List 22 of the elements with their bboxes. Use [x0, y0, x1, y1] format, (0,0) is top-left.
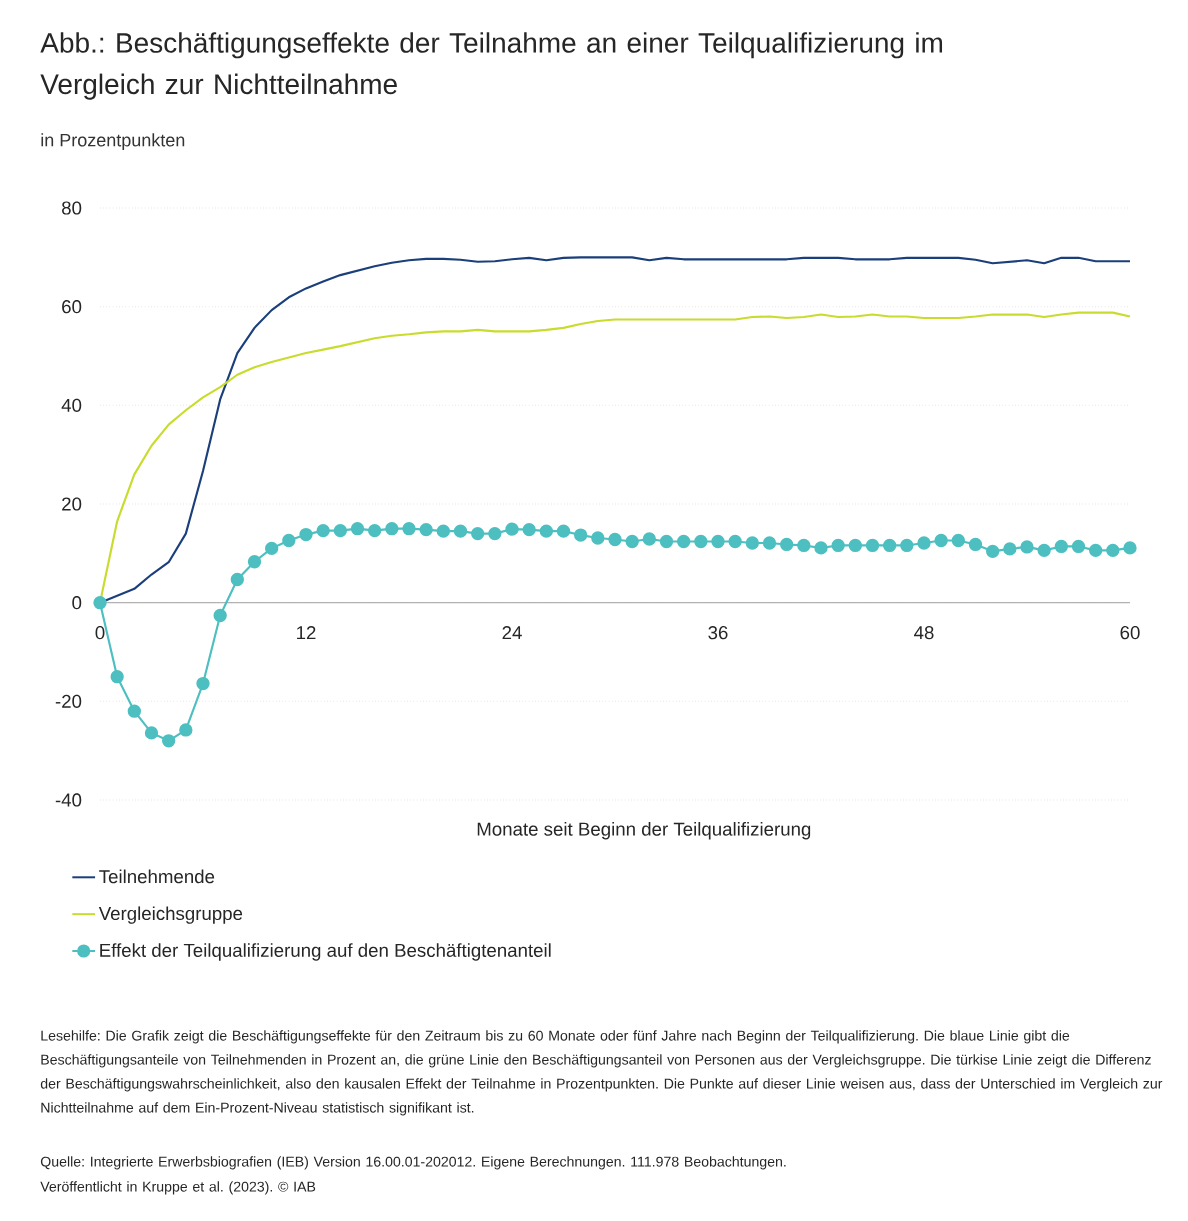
x-tick-label: 48 — [914, 626, 934, 640]
x-tick-label: 12 — [297, 626, 316, 640]
y-tick-label: -20 — [55, 694, 82, 708]
x-axis-title: Monate seit Beginn der Teilqualifizierung — [477, 822, 811, 840]
x-tick-label: 60 — [1120, 626, 1140, 640]
y-tick-label: 60 — [62, 300, 82, 314]
legend-label: Effekt der Teilqualifizierung auf den Beschäftigtenanteil — [100, 943, 551, 961]
text: Lesehilfe: Die Grafik zeigt die Beschäftigungseffekte für den Zeitraum bis zu 60 Monate oder fünf Jahre nach Beginn der Teilqualifizierung. Die blaue Linie gibt die Beschäftigungsanteile von Teilnehmenden in Prozent an, die grüne Linie den Beschäftigungsanteil von Personen aus der Vergleichsgruppe. Die türkise Linie zeigt die Differenz der Beschäftigungswahrscheinlichkeit, also den kausalen Effekt der Teilnahme in Prozentpunkten. Die Punkte auf dieser Linie weisen aus, dass der Unterschied im Vergleich zur Nichtteilnahme auf dem Ein-Prozent-Niveau statistisch signifikant ist. — [40, 1030, 1163, 1116]
legend-label: Vergleichsgruppe — [98, 906, 243, 924]
legend-label: Teilnehmende — [99, 869, 215, 884]
chart-title: Abb.: Beschäftigungseffekte der Teilnahme an einer Teilqualifizierung im Vergleich zur Nichtteilnahme — [40, 32, 943, 100]
chart-subtitle: in Prozentpunkten — [41, 133, 185, 151]
y-tick-label: -40 — [55, 793, 82, 807]
y-tick-label: 0 — [72, 596, 82, 610]
x-tick-label: 24 — [502, 626, 522, 640]
x-tick-label: 0 — [95, 626, 105, 640]
y-tick-label: 80 — [62, 201, 82, 215]
text: Veröffentlicht in Kruppe et al. (2023). © IAB — [40, 1181, 316, 1195]
source-note: Quelle: Integrierte Erwerbsbiografien (IEB) Version 16.00.01-202012. Eigene Berechnungen. 111.978 Beobachtungen. — [40, 1156, 786, 1170]
x-tick-label: 36 — [708, 626, 728, 640]
y-tick-label: 20 — [62, 497, 82, 511]
y-tick-label: 40 — [61, 398, 82, 412]
